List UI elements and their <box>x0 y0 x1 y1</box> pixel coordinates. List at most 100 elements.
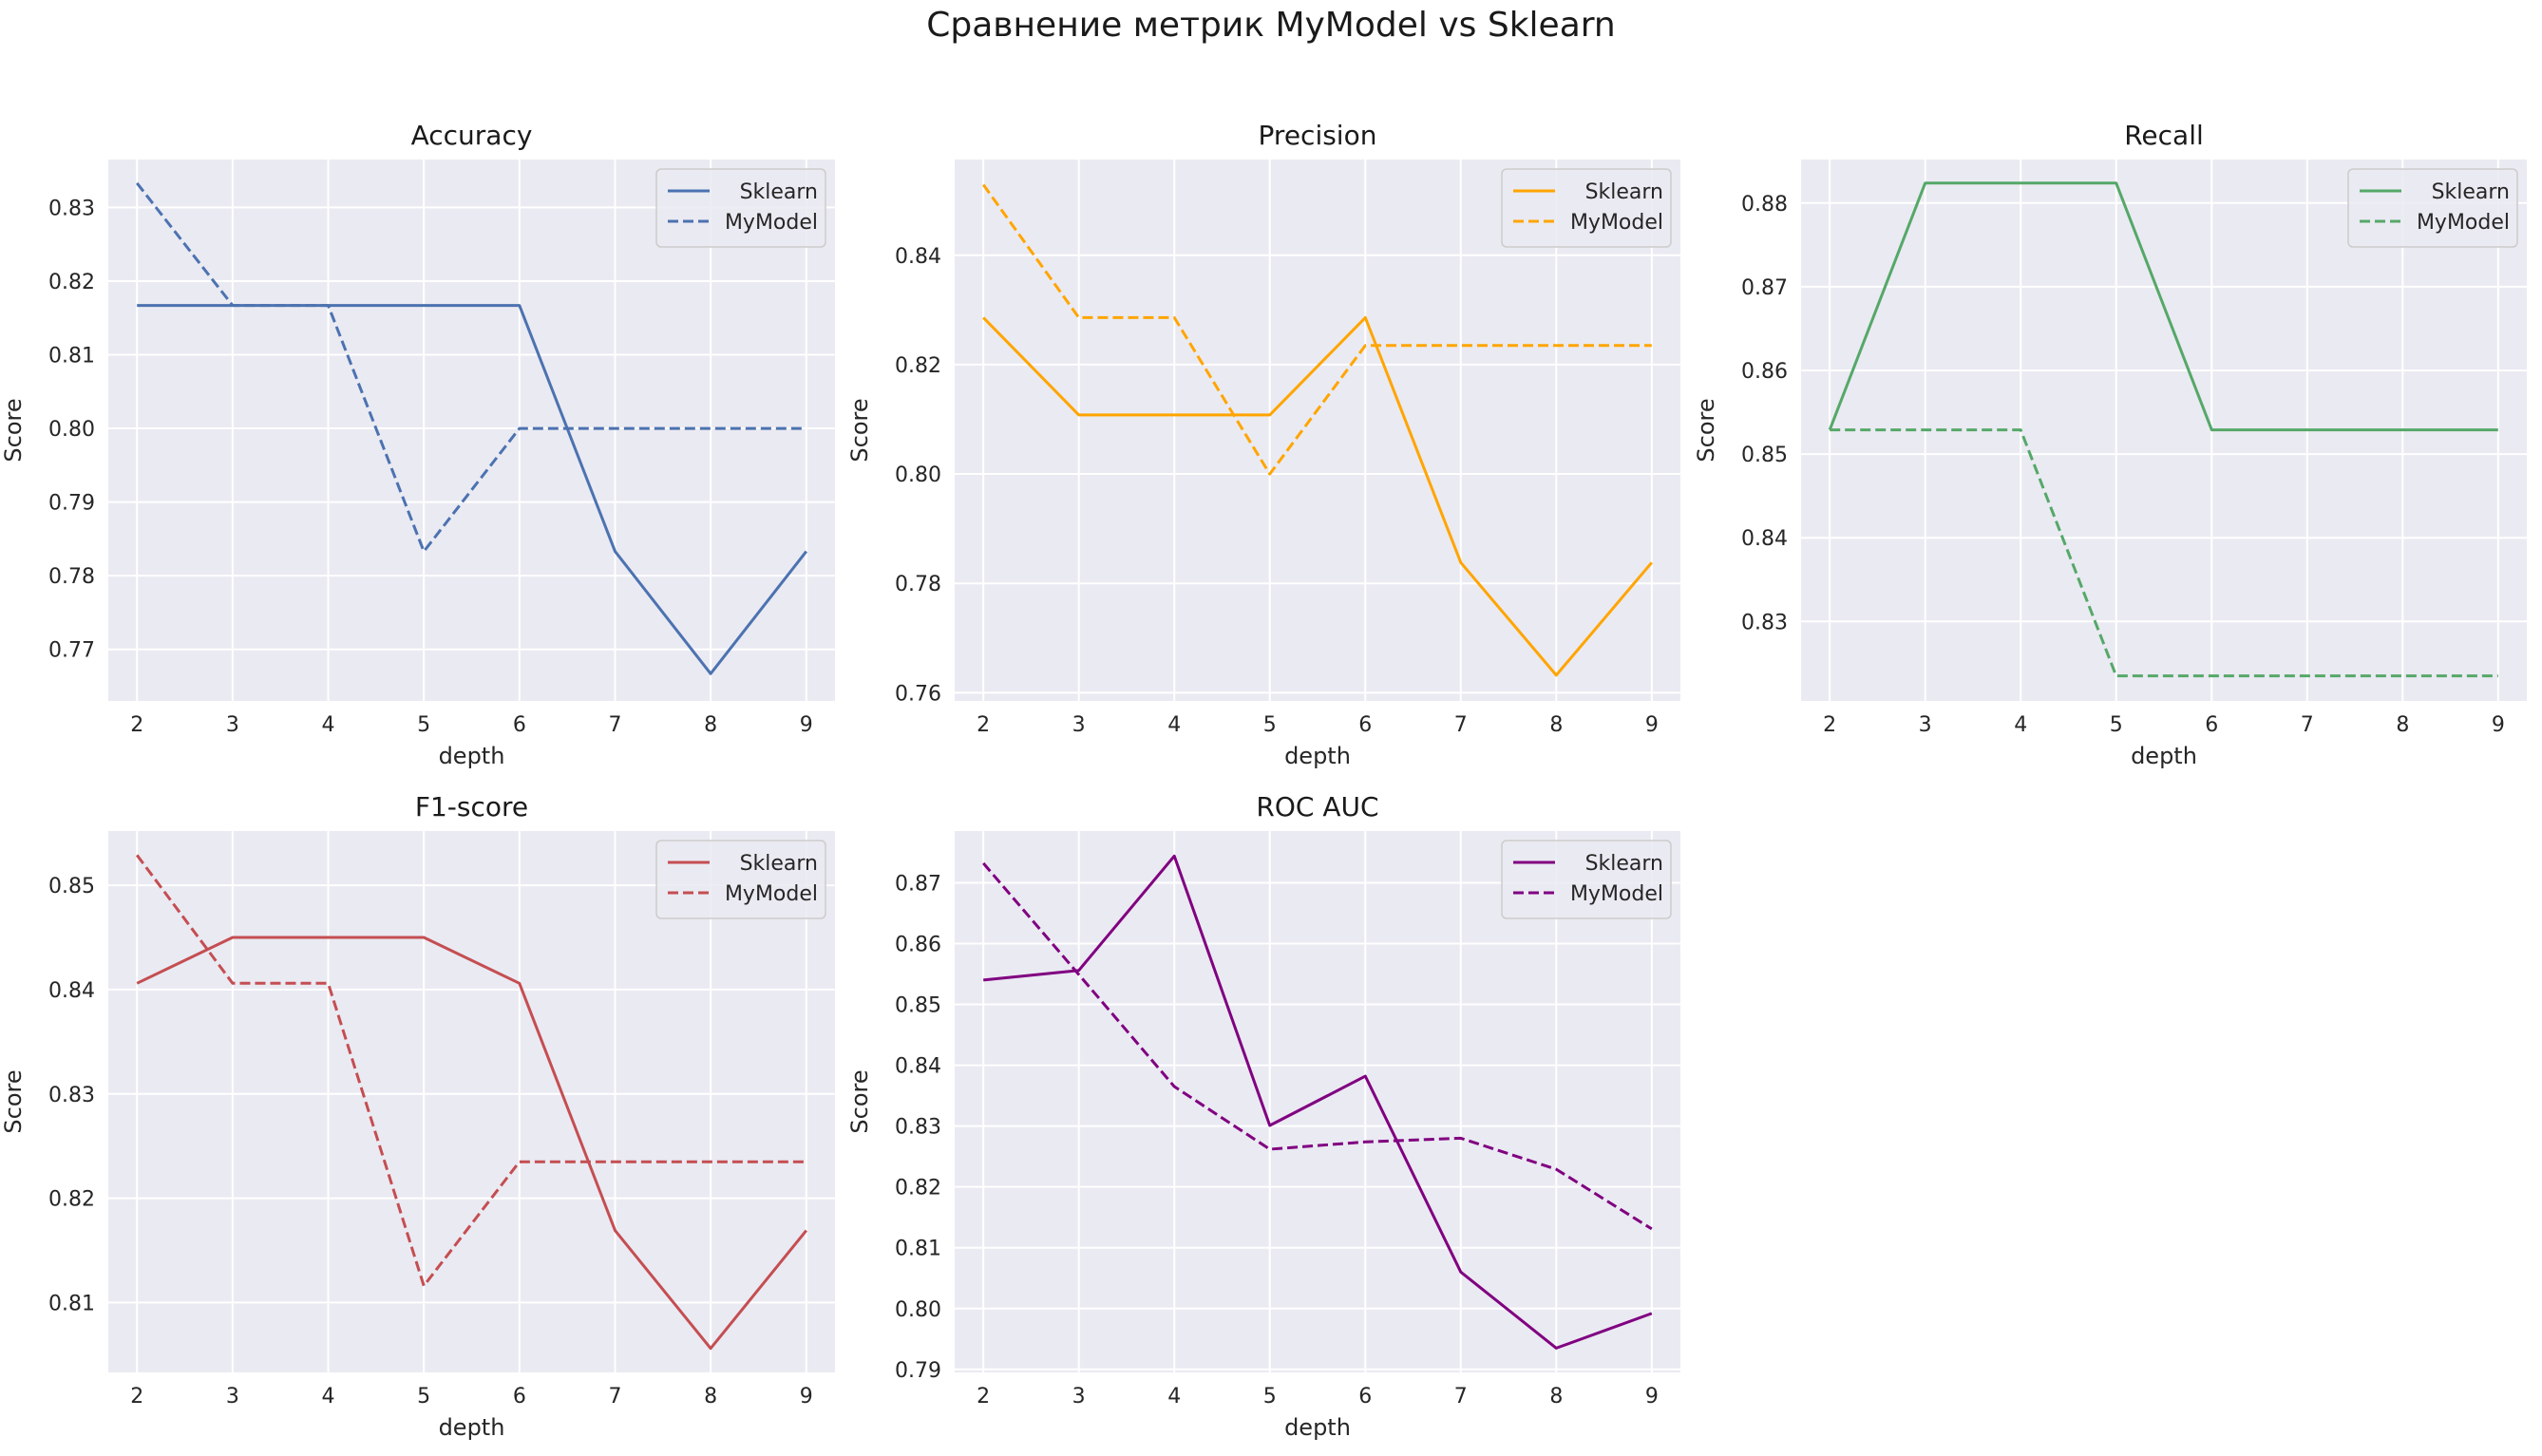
plot-area <box>108 831 835 1372</box>
y-tick-label: 0.80 <box>895 1298 941 1322</box>
chart-title: Accuracy <box>411 120 533 151</box>
x-tick-label: 6 <box>2205 713 2218 737</box>
legend-label-mymodel: MyModel <box>725 211 818 235</box>
x-axis-label: depth <box>2131 743 2197 769</box>
x-tick-label: 5 <box>1263 1385 1277 1409</box>
chart-accuracy: 2 3 4 5 6 7 8 9 0.77 0.78 0.79 0.80 0.81 0.82 0.83 dept… <box>0 120 835 769</box>
y-tick-label: 0.83 <box>895 1116 941 1140</box>
legend: Sklearn MyModel <box>655 168 826 248</box>
y-tick-label: 0.79 <box>895 1359 941 1383</box>
x-tick-label: 8 <box>1549 1385 1563 1409</box>
y-tick-label: 0.78 <box>895 573 941 596</box>
legend-frame <box>655 840 826 919</box>
x-tick-label: 7 <box>608 713 621 737</box>
y-tick-label: 0.82 <box>48 271 95 294</box>
x-tick-label: 8 <box>2396 713 2409 737</box>
y-tick-label: 0.81 <box>48 1292 95 1315</box>
legend-label-mymodel: MyModel <box>1570 882 1663 906</box>
x-tick-label: 9 <box>800 713 813 737</box>
legend-frame <box>1501 840 1672 919</box>
y-tick-label: 0.77 <box>48 639 95 663</box>
y-tick-label: 0.85 <box>1741 444 1788 467</box>
legend: Sklearn MyModel <box>1501 168 1672 248</box>
legend: Sklearn MyModel <box>655 840 826 919</box>
legend-frame <box>2347 168 2518 248</box>
y-tick-label: 0.85 <box>48 875 95 898</box>
legend-label-mymodel: MyModel <box>1570 211 1663 235</box>
y-tick-label: 0.81 <box>48 345 95 369</box>
y-tick-label: 0.85 <box>895 994 941 1018</box>
x-tick-label: 2 <box>130 1385 143 1409</box>
x-axis-label: depth <box>439 1414 505 1441</box>
x-tick-label: 7 <box>1454 713 1468 737</box>
legend-label-sklearn: Sklearn <box>740 180 818 204</box>
y-tick-label: 0.82 <box>895 354 941 378</box>
y-tick-label: 0.82 <box>48 1188 95 1212</box>
x-tick-label: 4 <box>1167 1385 1181 1409</box>
y-tick-label: 0.84 <box>1741 527 1788 551</box>
y-tick-label: 0.83 <box>1741 611 1788 634</box>
y-tick-label: 0.84 <box>895 245 941 269</box>
x-tick-label: 2 <box>1823 713 1836 737</box>
y-tick-label: 0.78 <box>48 565 95 589</box>
chart-precision: 2 3 4 5 6 7 8 9 0.76 0.78 0.80 0.82 0.84 depth Score Pr… <box>846 120 1680 769</box>
x-tick-label: 4 <box>322 1385 335 1409</box>
y-axis-label: Score <box>0 1069 27 1133</box>
legend-label-mymodel: MyModel <box>2417 211 2510 235</box>
x-tick-label: 2 <box>977 713 990 737</box>
legend-label-sklearn: Sklearn <box>1585 180 1663 204</box>
legend-label-mymodel: MyModel <box>725 882 818 906</box>
x-tick-label: 9 <box>800 1385 813 1409</box>
x-tick-label: 5 <box>417 1385 430 1409</box>
x-tick-label: 7 <box>2301 713 2314 737</box>
series-line-sklearn <box>982 315 1653 677</box>
x-tick-label: 2 <box>977 1385 990 1409</box>
series-line-mymodel <box>982 861 1653 1231</box>
x-tick-label: 3 <box>226 713 239 737</box>
x-tick-label: 3 <box>226 1385 239 1409</box>
y-tick-label: 0.83 <box>48 1084 95 1107</box>
x-axis-label: depth <box>439 743 505 769</box>
x-tick-label: 4 <box>1167 713 1181 737</box>
y-tick-label: 0.83 <box>48 197 95 220</box>
x-tick-label: 6 <box>513 713 526 737</box>
y-tick-label: 0.84 <box>48 979 95 1003</box>
x-tick-label: 8 <box>704 1385 717 1409</box>
legend-frame <box>655 168 826 248</box>
x-axis-label: depth <box>1284 743 1351 769</box>
chart-title: ROC AUC <box>1256 791 1378 823</box>
y-tick-label: 0.81 <box>895 1238 941 1261</box>
x-tick-label: 5 <box>2110 713 2123 737</box>
x-tick-label: 8 <box>704 713 717 737</box>
x-tick-label: 3 <box>1072 713 1086 737</box>
y-axis-label: Score <box>0 398 27 462</box>
series-line-mymodel <box>981 183 1652 476</box>
series-line-mymodel <box>135 854 806 1288</box>
x-tick-label: 7 <box>1454 1385 1468 1409</box>
series-line-sklearn <box>983 854 1653 1350</box>
plot-area <box>108 160 835 701</box>
y-tick-label: 0.84 <box>895 1055 941 1079</box>
series-line-sklearn <box>1828 181 2498 432</box>
x-tick-label: 4 <box>322 713 335 737</box>
chart-title: Precision <box>1259 120 1377 151</box>
y-tick-label: 0.79 <box>48 492 95 516</box>
x-tick-label: 9 <box>2492 713 2505 737</box>
chart-recall: 2 3 4 5 6 7 8 9 0.83 0.84 0.85 0.86 0.87 0.88 depth Sco… <box>1693 120 2527 769</box>
legend: Sklearn MyModel <box>2347 168 2518 248</box>
y-tick-label: 0.87 <box>895 872 941 896</box>
y-tick-label: 0.76 <box>895 682 941 706</box>
x-tick-label: 2 <box>130 713 143 737</box>
legend-label-sklearn: Sklearn <box>2432 180 2510 204</box>
chart-title: Recall <box>2124 120 2204 151</box>
plot-area <box>955 160 1680 701</box>
legend-label-sklearn: Sklearn <box>740 852 818 876</box>
y-axis-label: Score <box>846 398 873 462</box>
y-tick-label: 0.88 <box>1741 193 1788 217</box>
y-tick-label: 0.82 <box>895 1177 941 1201</box>
y-tick-label: 0.87 <box>1741 276 1788 300</box>
y-tick-label: 0.80 <box>895 463 941 487</box>
series-line-mymodel <box>136 181 806 554</box>
y-axis-label: Score <box>846 1069 873 1133</box>
x-axis-label: depth <box>1284 1414 1351 1441</box>
